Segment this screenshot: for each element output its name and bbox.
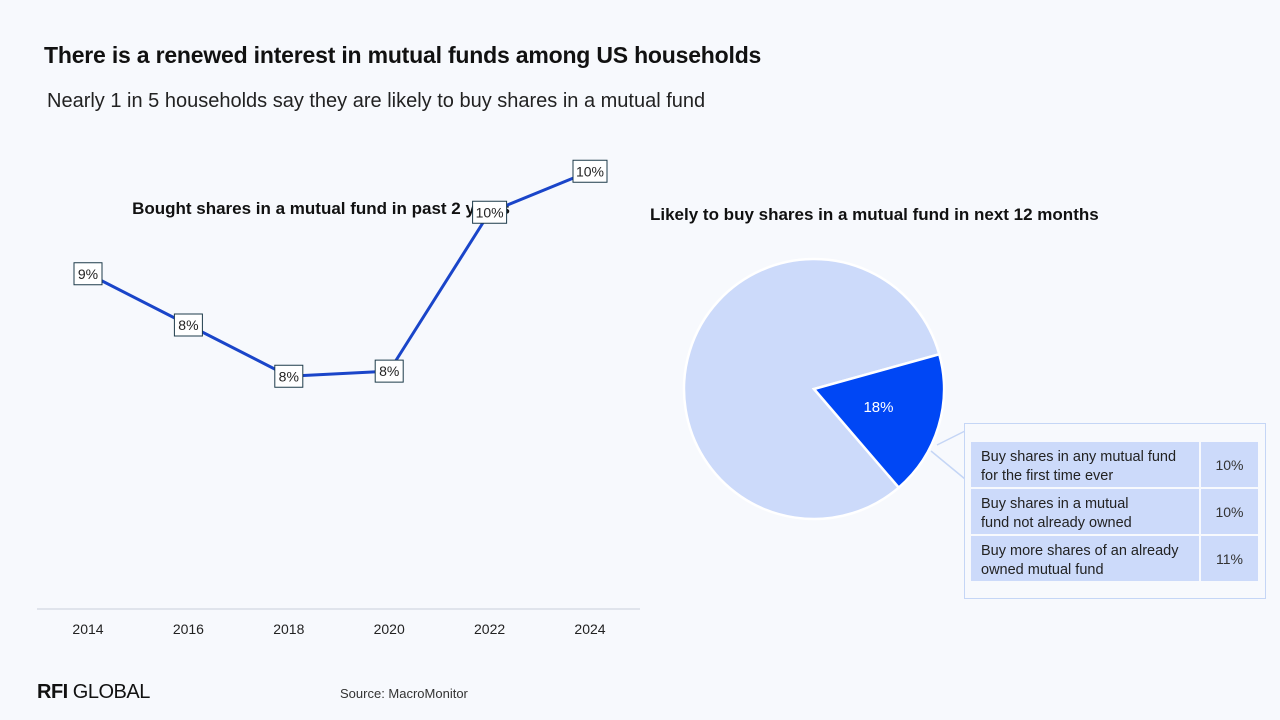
table-row-label: Buy more shares of an already owned mutu…: [971, 536, 1199, 581]
data-label: 10%: [576, 163, 604, 179]
table-row: Buy more shares of an already owned mutu…: [971, 536, 1258, 581]
pie-slice-label: 18%: [863, 399, 893, 416]
logo-rest-text: GLOBAL: [67, 681, 151, 703]
data-label-box: [173, 313, 203, 337]
table-row-value: 10%: [1201, 442, 1258, 487]
data-label: 8%: [178, 317, 198, 333]
callout-line: [936, 430, 966, 446]
data-label-box: [572, 159, 608, 183]
pie-chart-title: Likely to buy shares in a mutual fund in…: [650, 205, 1099, 224]
pie-slice-18: [811, 352, 946, 490]
line-chart-title: Bought shares in a mutual fund in past 2…: [132, 199, 510, 218]
x-tick-label: 2020: [374, 621, 405, 637]
table-row-label-line2: fund not already owned: [981, 515, 1132, 531]
x-tick-label: 2024: [574, 621, 605, 637]
table-row-value: 11%: [1201, 536, 1258, 581]
data-label: 10%: [476, 204, 504, 220]
data-label: 8%: [379, 363, 399, 379]
table-row-label-line1: Buy shares in a mutual: [981, 496, 1129, 512]
table-row-label-line2: for the first time ever: [981, 468, 1114, 484]
pie-breakdown-table: Buy shares in any mutual fund for the fi…: [964, 423, 1266, 599]
logo-bold-text: RFI: [37, 681, 68, 703]
x-tick-label: 2016: [173, 621, 204, 637]
x-tick-label: 2018: [273, 621, 304, 637]
x-tick-label: 2022: [474, 621, 505, 637]
table-row: Buy shares in a mutual fund not already …: [971, 489, 1258, 534]
pie-slice-large: [682, 257, 941, 521]
data-label-box: [472, 200, 508, 224]
callout-line: [930, 450, 966, 480]
table-row-label: Buy shares in a mutual fund not already …: [971, 489, 1199, 534]
x-tick-label: 2014: [72, 621, 103, 637]
table-row-label-line1: Buy shares in any mutual fund: [981, 449, 1177, 465]
page-subtitle: Nearly 1 in 5 households say they are li…: [47, 90, 706, 112]
data-label-box: [374, 359, 404, 383]
table-row: Buy shares in any mutual fund for the fi…: [971, 442, 1258, 487]
data-label-box: [274, 364, 304, 388]
table-row-label-line2: owned mutual fund: [981, 562, 1104, 578]
source-note: Source: MacroMonitor: [340, 686, 468, 701]
table-row-value: 10%: [1201, 489, 1258, 534]
data-label: 9%: [78, 266, 98, 282]
table-row-label: Buy shares in any mutual fund for the fi…: [971, 442, 1199, 487]
page-title: There is a renewed interest in mutual fu…: [44, 42, 762, 68]
rfi-global-logo: RFI GLOBAL: [37, 681, 150, 704]
data-label: 8%: [279, 368, 299, 384]
table-row-label-line1: Buy more shares of an already: [981, 543, 1179, 559]
data-label-box: [73, 262, 103, 286]
series-line: [87, 169, 591, 378]
